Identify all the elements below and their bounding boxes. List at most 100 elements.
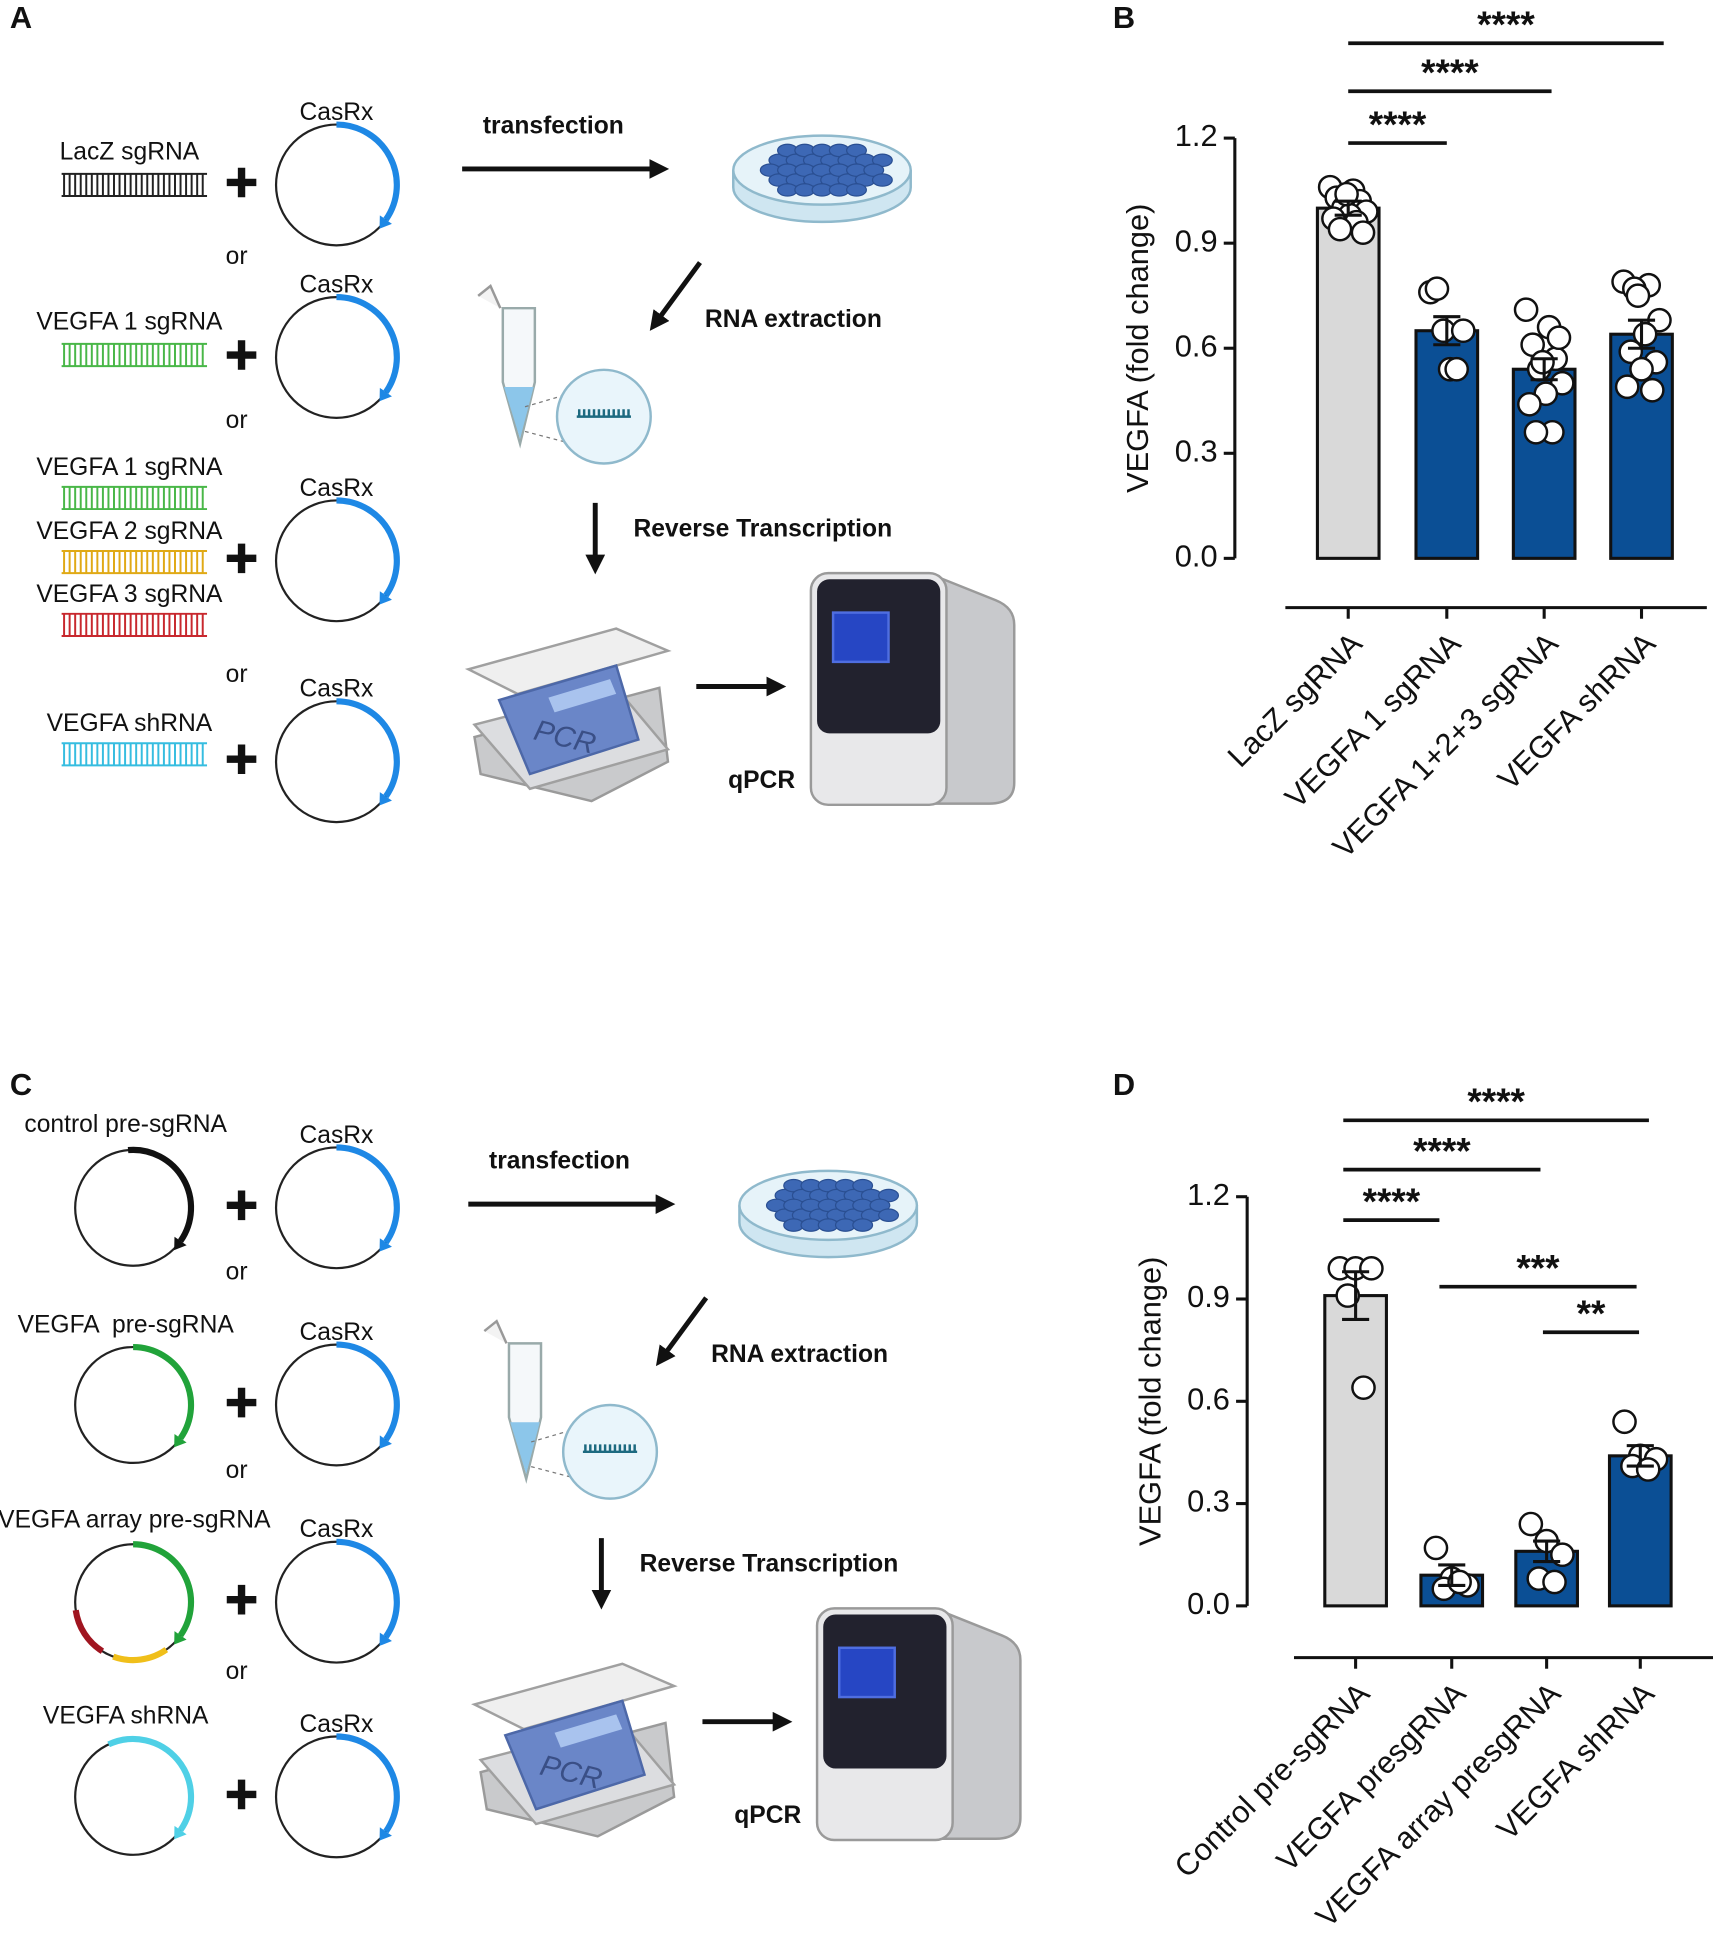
y-tick-label: 0.3 — [1175, 433, 1218, 468]
plasmid-arc — [336, 1341, 400, 1442]
arrow-head — [174, 1236, 187, 1251]
qpcr-screen — [831, 611, 890, 664]
arrow-head — [379, 1827, 392, 1841]
y-axis-label: VEGFA (fold change) — [1132, 1257, 1167, 1546]
rna-strand — [576, 409, 631, 418]
plasmid-arc — [107, 1735, 195, 1832]
pcr-lid — [471, 1662, 678, 1731]
cell — [871, 173, 893, 187]
significance-label: **** — [1477, 4, 1535, 45]
data-point — [1450, 318, 1476, 344]
guide-label: VEGFA array pre-sgRNA — [0, 1506, 271, 1533]
pcr-lid — [464, 627, 672, 696]
data-point — [1629, 356, 1654, 382]
cell — [878, 1208, 900, 1222]
panel-letter: D — [1113, 1067, 1135, 1102]
y-tick-label: 0.6 — [1175, 328, 1218, 363]
step-label: RNA extraction — [705, 306, 882, 333]
y-tick-label: 1.2 — [1187, 1177, 1230, 1212]
data-point — [1530, 349, 1555, 375]
guide-label: control pre-sgRNA — [24, 1111, 227, 1138]
arrow-head — [379, 387, 392, 402]
arrow-head — [379, 1632, 392, 1646]
step-label: qPCR — [734, 1802, 801, 1829]
arrow-head — [379, 792, 392, 806]
step-label: transfection — [483, 113, 624, 140]
significance-label: **** — [1421, 52, 1479, 93]
bar — [1323, 1294, 1388, 1608]
cell — [852, 1218, 874, 1232]
step-label: qPCR — [728, 767, 795, 794]
guide-label: VEGFA shRNA — [47, 710, 213, 737]
data-point — [1444, 356, 1469, 382]
data-point — [1632, 321, 1658, 347]
error-bar — [1626, 1444, 1654, 1468]
guide-label: LacZ sgRNA — [60, 138, 200, 165]
or-label: or — [226, 1259, 248, 1286]
data-point — [1351, 1375, 1376, 1400]
step-label: RNA extraction — [711, 1341, 888, 1368]
significance-label: **** — [1467, 1081, 1525, 1122]
rna-duplex — [61, 742, 208, 767]
step-label: Reverse Transcription — [633, 516, 892, 543]
plasmid-arc — [133, 1541, 195, 1638]
y-tick-label: 1.2 — [1175, 118, 1218, 153]
rna-duplex — [61, 342, 208, 368]
arrow-head — [174, 1631, 187, 1645]
plasmid-arc — [336, 698, 400, 799]
data-point — [1546, 325, 1572, 351]
pcr-screen — [548, 679, 617, 713]
step-label: Reverse Transcription — [640, 1551, 899, 1578]
arrow-head — [379, 591, 392, 605]
or-label: or — [226, 661, 248, 688]
plus-sign — [226, 1779, 257, 1810]
guide-label: VEGFA 1 sgRNA — [36, 454, 223, 481]
error-bar — [1627, 318, 1656, 350]
data-point — [1517, 391, 1542, 417]
guide-label: VEGFA 3 sgRNA — [36, 581, 223, 608]
guide-label: VEGFA pre-sgRNA — [18, 1312, 235, 1339]
error-bar — [1342, 1270, 1370, 1322]
or-label: or — [226, 243, 248, 270]
or-label: or — [226, 1658, 248, 1685]
plasmid-arc — [336, 1733, 400, 1834]
plus-sign — [226, 167, 257, 198]
plus-sign — [226, 543, 257, 574]
error-bar — [1438, 1563, 1466, 1587]
plasmid-arc — [133, 1343, 195, 1440]
data-point — [1327, 216, 1353, 242]
tube — [483, 1319, 508, 1344]
significance-label: *** — [1516, 1247, 1560, 1288]
guide-label: VEGFA 1 sgRNA — [36, 308, 223, 335]
tube-liquid — [510, 1422, 540, 1475]
data-point — [1612, 1409, 1637, 1435]
pcr-screen — [554, 1714, 623, 1748]
data-point — [1639, 377, 1665, 403]
data-point — [1542, 1569, 1567, 1595]
data-point — [1523, 419, 1549, 445]
tube-liquid — [504, 387, 534, 439]
data-point — [1618, 339, 1644, 365]
plasmid-arc — [336, 121, 400, 222]
plasmid-arc — [127, 1146, 195, 1243]
y-tick-label: 0.9 — [1175, 223, 1218, 258]
y-tick-label: 0.0 — [1175, 538, 1218, 573]
data-point — [1447, 1569, 1472, 1595]
plasmid-arc — [336, 1538, 400, 1639]
guide-label: VEGFA 2 sgRNA — [36, 518, 223, 545]
data-point — [1350, 220, 1376, 245]
plasmid-arc — [336, 497, 400, 598]
plus-sign — [226, 1190, 257, 1221]
arrow — [649, 261, 702, 331]
significance-label: **** — [1363, 1181, 1421, 1222]
arrow-head — [174, 1825, 187, 1840]
rna-duplex — [61, 549, 208, 575]
error-bar — [1533, 1539, 1561, 1564]
significance-label: **** — [1369, 104, 1427, 145]
data-point — [1513, 297, 1539, 323]
data-point — [1635, 1457, 1661, 1482]
data-point — [1614, 374, 1640, 400]
guide-label: VEGFA shRNA — [43, 1702, 209, 1729]
